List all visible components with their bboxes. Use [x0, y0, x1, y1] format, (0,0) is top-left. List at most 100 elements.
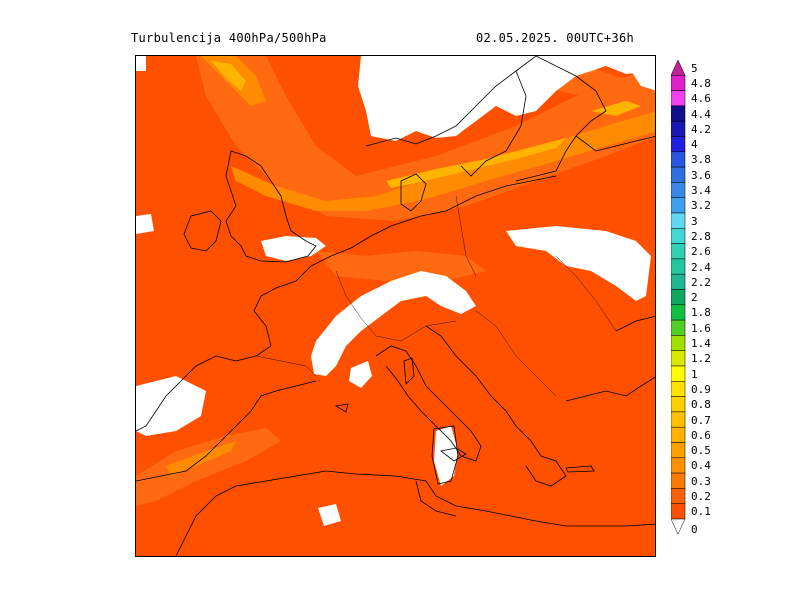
- border-es-fr: [255, 355, 317, 377]
- legend-label: 0.3: [691, 474, 711, 488]
- legend-swatch: [671, 258, 686, 275]
- legend-label: 3.6: [691, 168, 711, 182]
- legend-swatch: [671, 411, 686, 428]
- legend-swatch: [671, 350, 686, 367]
- no-data-iberia-west: [136, 376, 206, 436]
- legend-swatch: [671, 304, 686, 321]
- legend-swatch: [671, 488, 686, 504]
- no-data-sardinia: [434, 426, 458, 486]
- legend: 5 4.8 4.6 4.4 4.2 4 3.8 3.6 3.4 3.2 3 2.8 2.6 2.4 2.2 2…: [671, 60, 711, 552]
- legend-swatch: [671, 120, 686, 137]
- coast-britain: [225, 150, 317, 263]
- coast-adriatic: [425, 325, 517, 427]
- legend-label: 4.8: [691, 76, 711, 90]
- legend-swatch: [671, 151, 686, 168]
- legend-label: 1.6: [691, 321, 711, 335]
- no-data-corsica: [349, 361, 372, 388]
- no-data-ne-corner: [631, 56, 655, 91]
- map-panel: [135, 55, 656, 557]
- legend-label: 1.2: [691, 352, 711, 366]
- legend-label: 4.4: [691, 107, 711, 121]
- legend-swatch: [671, 105, 686, 122]
- legend-swatch: [671, 319, 686, 336]
- chart-title: Turbulencija 400hPa/500hPa: [131, 31, 327, 45]
- legend-label: 5: [691, 61, 698, 75]
- coast-sweden: [460, 70, 527, 177]
- coast-greece-turkey: [565, 376, 655, 402]
- legend-label: 0.2: [691, 490, 711, 504]
- coast-sicily: [440, 447, 467, 462]
- legend-swatch: [671, 182, 686, 198]
- coast-balkans: [515, 425, 567, 487]
- no-data-north: [358, 56, 655, 141]
- border-balkans: [475, 310, 557, 397]
- coast-north-africa: [175, 470, 655, 556]
- legend-label: 0.5: [691, 444, 711, 458]
- no-data-areas: [136, 56, 655, 526]
- legend-label: 3.8: [691, 153, 711, 167]
- legend-swatch: [671, 212, 686, 229]
- legend-label: 2.4: [691, 260, 711, 274]
- turbulence-map: [136, 56, 655, 556]
- border-de-pl: [455, 195, 477, 277]
- legend-label: 0.6: [691, 428, 711, 442]
- legend-label: 0.7: [691, 413, 711, 427]
- run-info: 02.05.2025. 00UTC+36h: [476, 31, 635, 45]
- legend-swatch: [671, 396, 686, 413]
- legend-label: 3: [691, 214, 698, 228]
- legend-label: 0.9: [691, 382, 711, 396]
- mid-band-sw: [166, 441, 236, 476]
- no-data-england: [261, 236, 326, 261]
- no-data-alps: [311, 271, 476, 376]
- legend-label: 1: [691, 367, 698, 381]
- coast-denmark: [400, 173, 427, 212]
- no-data-ireland-edge: [136, 214, 154, 234]
- legend-label: 3.2: [691, 199, 711, 213]
- coast-africa-east: [415, 480, 457, 517]
- coast-sardinia: [431, 425, 459, 485]
- legend-label: 2.8: [691, 229, 711, 243]
- border-east: [555, 255, 617, 332]
- coast-baltic: [515, 56, 607, 182]
- light-band-central: [316, 251, 486, 281]
- no-data-nw-edge: [136, 56, 146, 71]
- coast-black-sea: [615, 316, 655, 332]
- legend-label: 0.4: [691, 459, 711, 473]
- mid-band-jet: [231, 111, 655, 211]
- legend-label: 3.4: [691, 184, 711, 198]
- legend-swatch: [671, 289, 686, 306]
- legend-label: 4.2: [691, 122, 711, 136]
- legend-swatch: [671, 228, 686, 244]
- legend-label: 1.4: [691, 337, 711, 351]
- legend-swatch: [671, 136, 686, 153]
- coast-iberia: [136, 355, 257, 432]
- legend-swatch: [671, 75, 686, 91]
- legend-swatch-top: [671, 60, 686, 76]
- legend-swatch: [671, 426, 686, 443]
- legend-swatch: [671, 457, 686, 474]
- core-band-nw: [211, 61, 246, 91]
- light-band-north: [196, 56, 655, 221]
- no-data-east-block: [506, 226, 651, 301]
- legend-colorbar: [671, 60, 686, 535]
- legend-swatch: [671, 381, 686, 397]
- coast-italy: [375, 345, 482, 462]
- legend-swatch: [671, 90, 686, 107]
- coast-continent-north: [310, 175, 557, 267]
- legend-label: 2.6: [691, 245, 711, 259]
- legend-swatch: [671, 503, 686, 520]
- no-data-south-patch: [318, 504, 341, 526]
- legend-label: 4: [691, 138, 698, 152]
- legend-swatch: [671, 197, 686, 214]
- coast-mallorca: [334, 403, 349, 413]
- core-band-jet: [386, 138, 566, 188]
- legend-label: 0: [691, 522, 698, 536]
- coast-corsica: [403, 357, 415, 385]
- coast-scandinavia: [365, 56, 537, 147]
- light-band-sw: [136, 428, 281, 506]
- legend-label: 1.8: [691, 306, 711, 320]
- legend-swatch-bottom: [671, 518, 686, 535]
- coastlines: [136, 56, 655, 556]
- legend-swatch: [671, 442, 686, 459]
- coast-crete: [565, 465, 595, 473]
